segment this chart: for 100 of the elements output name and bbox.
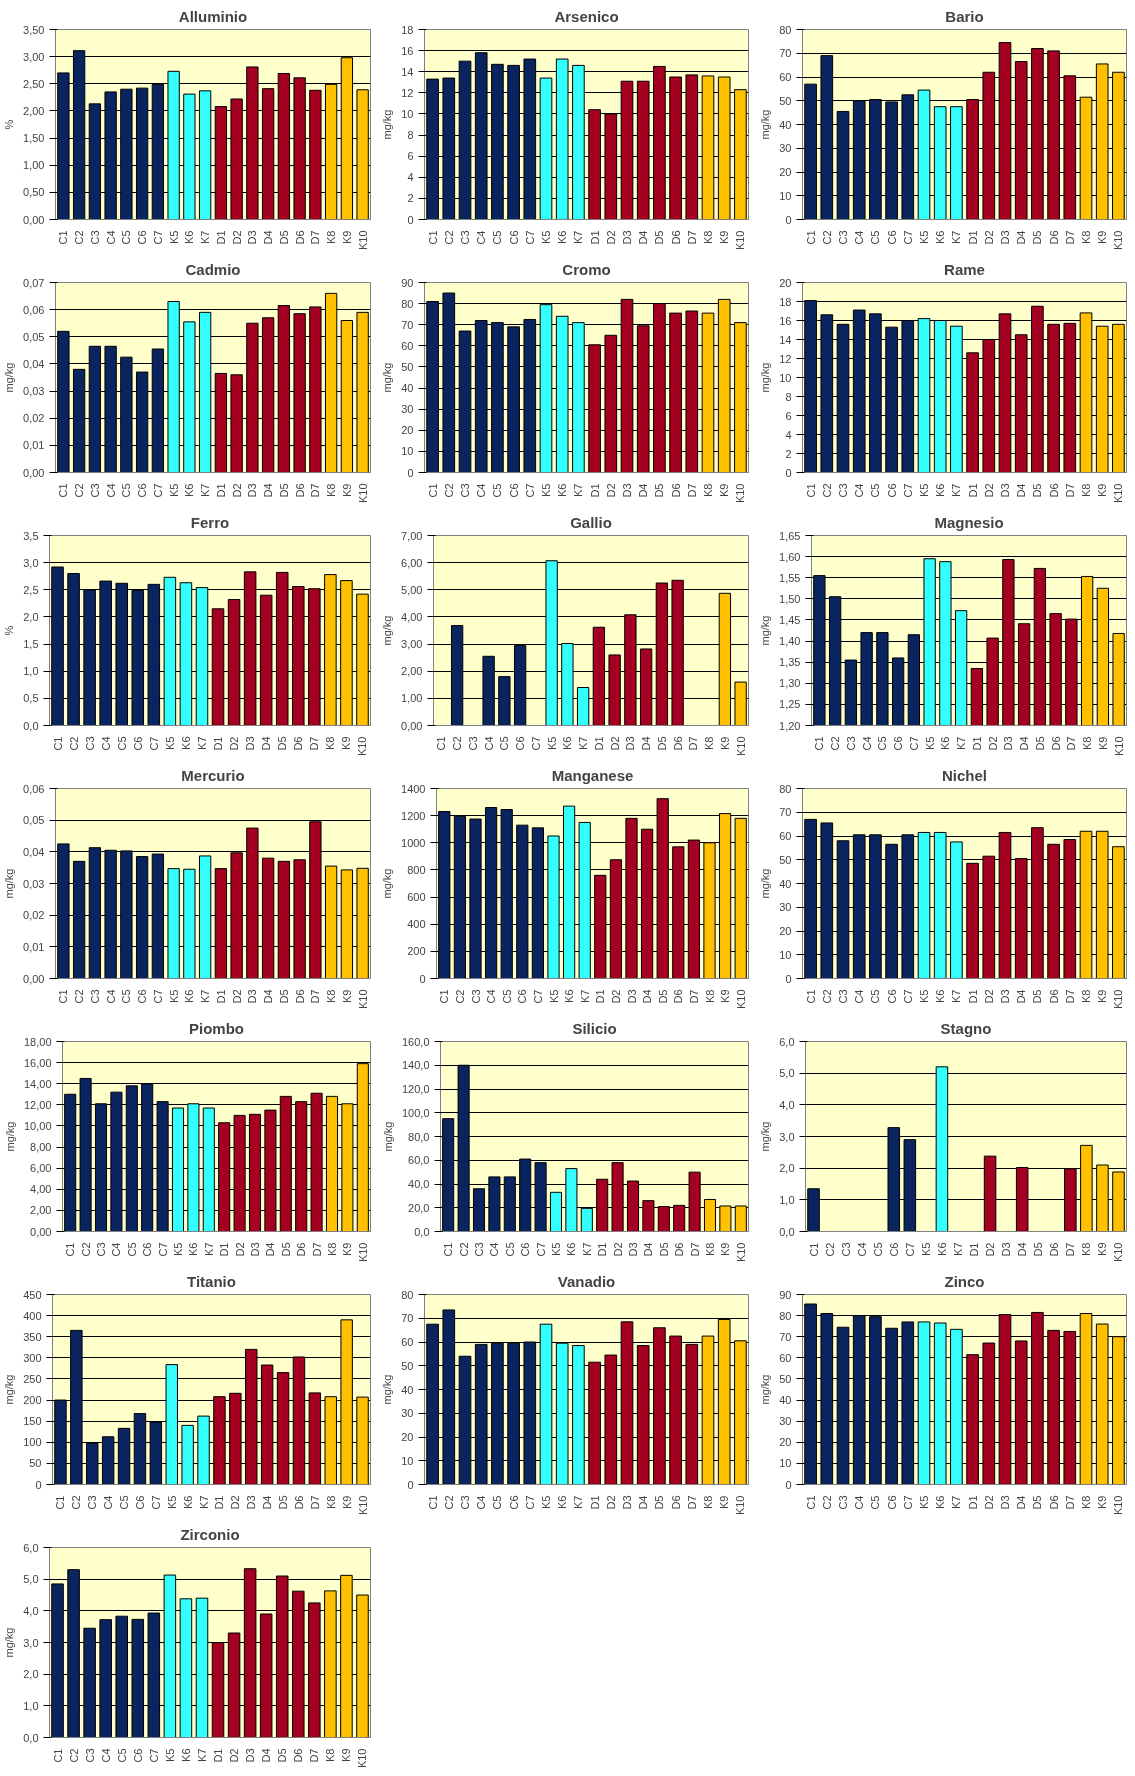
x-tick-label: K10 [356, 1495, 369, 1516]
x-tick-label: K6 [935, 1242, 948, 1256]
x-tick-label: D1 [218, 1242, 231, 1257]
x-tick-label: K9 [718, 483, 731, 497]
x-tick-label: C4 [102, 1495, 115, 1510]
x-tick-label: D2 [982, 230, 995, 245]
x-tick-label: C3 [837, 1495, 849, 1510]
x-tick-label: K5 [550, 1242, 562, 1256]
y-tick-label: 50 [779, 853, 792, 866]
x-tick-label: K9 [340, 736, 353, 750]
y-tick-label: 0 [35, 1478, 42, 1491]
x-tick-label: D6 [1047, 989, 1060, 1004]
x-tick-label: C4 [475, 1495, 488, 1510]
x-tick-label: C6 [892, 736, 905, 751]
x-tick-label: D3 [621, 230, 633, 245]
x-tick-label: D5 [1031, 230, 1044, 245]
x-tick-label: C6 [136, 483, 149, 498]
x-tick-label: D6 [293, 230, 306, 245]
y-tick-label: 0,04 [23, 845, 45, 858]
x-tick-label: C3 [844, 736, 857, 751]
x-tick-label: K7 [577, 736, 590, 750]
x-tick-label: D2 [229, 1495, 242, 1510]
x-tick-label: D6 [292, 1748, 305, 1763]
x-tick-label: C6 [885, 483, 898, 498]
x-tick-label: D6 [671, 736, 684, 751]
x-tick-label: C4 [485, 989, 498, 1004]
x-tick-label: K10 [356, 230, 369, 251]
y-tick-label: 0,06 [23, 303, 45, 316]
y-tick-label: 0,50 [23, 186, 45, 199]
y-tick-label: 0 [407, 1478, 414, 1491]
x-tick-label: C2 [70, 1495, 83, 1510]
x-tick-label: D1 [214, 989, 227, 1004]
x-tick-label: D2 [230, 989, 243, 1004]
x-tick-label: D5 [653, 230, 666, 245]
y-tick-label: 10 [779, 371, 792, 384]
x-tick-label: K9 [1096, 230, 1109, 244]
chart-title: Nichel [941, 766, 988, 784]
x-tick-label: D1 [966, 989, 979, 1004]
x-tick-label: K10 [1112, 1495, 1125, 1516]
x-tick-label: D5 [653, 483, 666, 498]
x-tick-label: K8 [1080, 1242, 1093, 1256]
x-tick-label: D5 [656, 989, 669, 1004]
x-tick-label: K10 [1112, 1242, 1125, 1263]
x-tick-label: D3 [246, 483, 259, 498]
x-tick-label: K6 [934, 483, 947, 497]
x-tick-label: C6 [507, 1495, 520, 1510]
x-tick-label: D6 [292, 1495, 305, 1510]
y-tick-label: 3,50 [23, 23, 45, 36]
y-tick-label: 80 [779, 1309, 792, 1322]
x-tick-label: K6 [561, 736, 574, 750]
x-tick-label: K8 [702, 483, 714, 497]
x-tick-label: C5 [491, 230, 504, 245]
x-tick-label: C6 [507, 230, 520, 245]
x-tick-label: C6 [519, 1242, 532, 1257]
y-tick-label: 800 [407, 863, 426, 876]
y-tick-label: 100,0 [401, 1106, 430, 1119]
x-tick-label: K8 [325, 989, 338, 1003]
y-tick-label: 0,00 [401, 719, 423, 732]
y-tick-label: 5,0 [23, 1573, 39, 1586]
y-axis-title: mg/kg [381, 615, 394, 646]
x-tick-label: D2 [609, 989, 622, 1004]
x-tick-label: D7 [1063, 230, 1076, 245]
y-axis-title: mg/kg [3, 1374, 16, 1405]
x-tick-label: D1 [594, 989, 607, 1004]
x-tick-label: D4 [262, 230, 275, 245]
y-tick-label: 140,0 [401, 1059, 430, 1072]
y-tick-label: 0,0 [414, 1225, 430, 1238]
x-tick-label: C5 [869, 483, 882, 498]
x-tick-label: D4 [1018, 736, 1031, 751]
x-tick-label: D4 [1015, 989, 1028, 1004]
x-tick-label: C5 [118, 1495, 131, 1510]
y-tick-label: 5,0 [779, 1067, 795, 1080]
y-tick-label: 0,0 [23, 719, 39, 732]
y-tick-label: 40 [779, 877, 792, 890]
y-tick-label: 0,00 [23, 213, 45, 226]
x-tick-label: D1 [212, 1748, 225, 1763]
y-tick-label: 0 [419, 972, 426, 985]
x-tick-label: D6 [672, 989, 685, 1004]
x-tick-label: C1 [804, 230, 817, 245]
x-tick-label: K8 [324, 736, 337, 750]
x-tick-label: K6 [939, 736, 952, 750]
x-tick-label: D3 [244, 1748, 257, 1763]
y-tick-label: 0 [785, 972, 792, 985]
y-tick-label: 30 [779, 901, 792, 914]
x-tick-label: K7 [199, 483, 212, 497]
x-tick-label: C1 [426, 483, 439, 498]
x-tick-label: D4 [1016, 1242, 1029, 1257]
x-tick-label: D6 [669, 230, 682, 245]
y-tick-label: 160,0 [401, 1035, 430, 1048]
y-tick-label: 5,00 [401, 583, 423, 596]
y-tick-label: 1,0 [23, 1699, 39, 1712]
x-tick-label: K10 [734, 1242, 747, 1263]
x-tick-label: K10 [1112, 230, 1125, 251]
x-tick-label: C5 [120, 230, 133, 245]
x-tick-label: D3 [1002, 736, 1015, 751]
x-tick-label: C7 [151, 989, 164, 1004]
x-tick-label: D2 [608, 736, 621, 751]
x-tick-label: K7 [195, 1748, 208, 1762]
x-tick-label: K10 [734, 1495, 747, 1516]
chart-title: Rame [944, 260, 985, 278]
